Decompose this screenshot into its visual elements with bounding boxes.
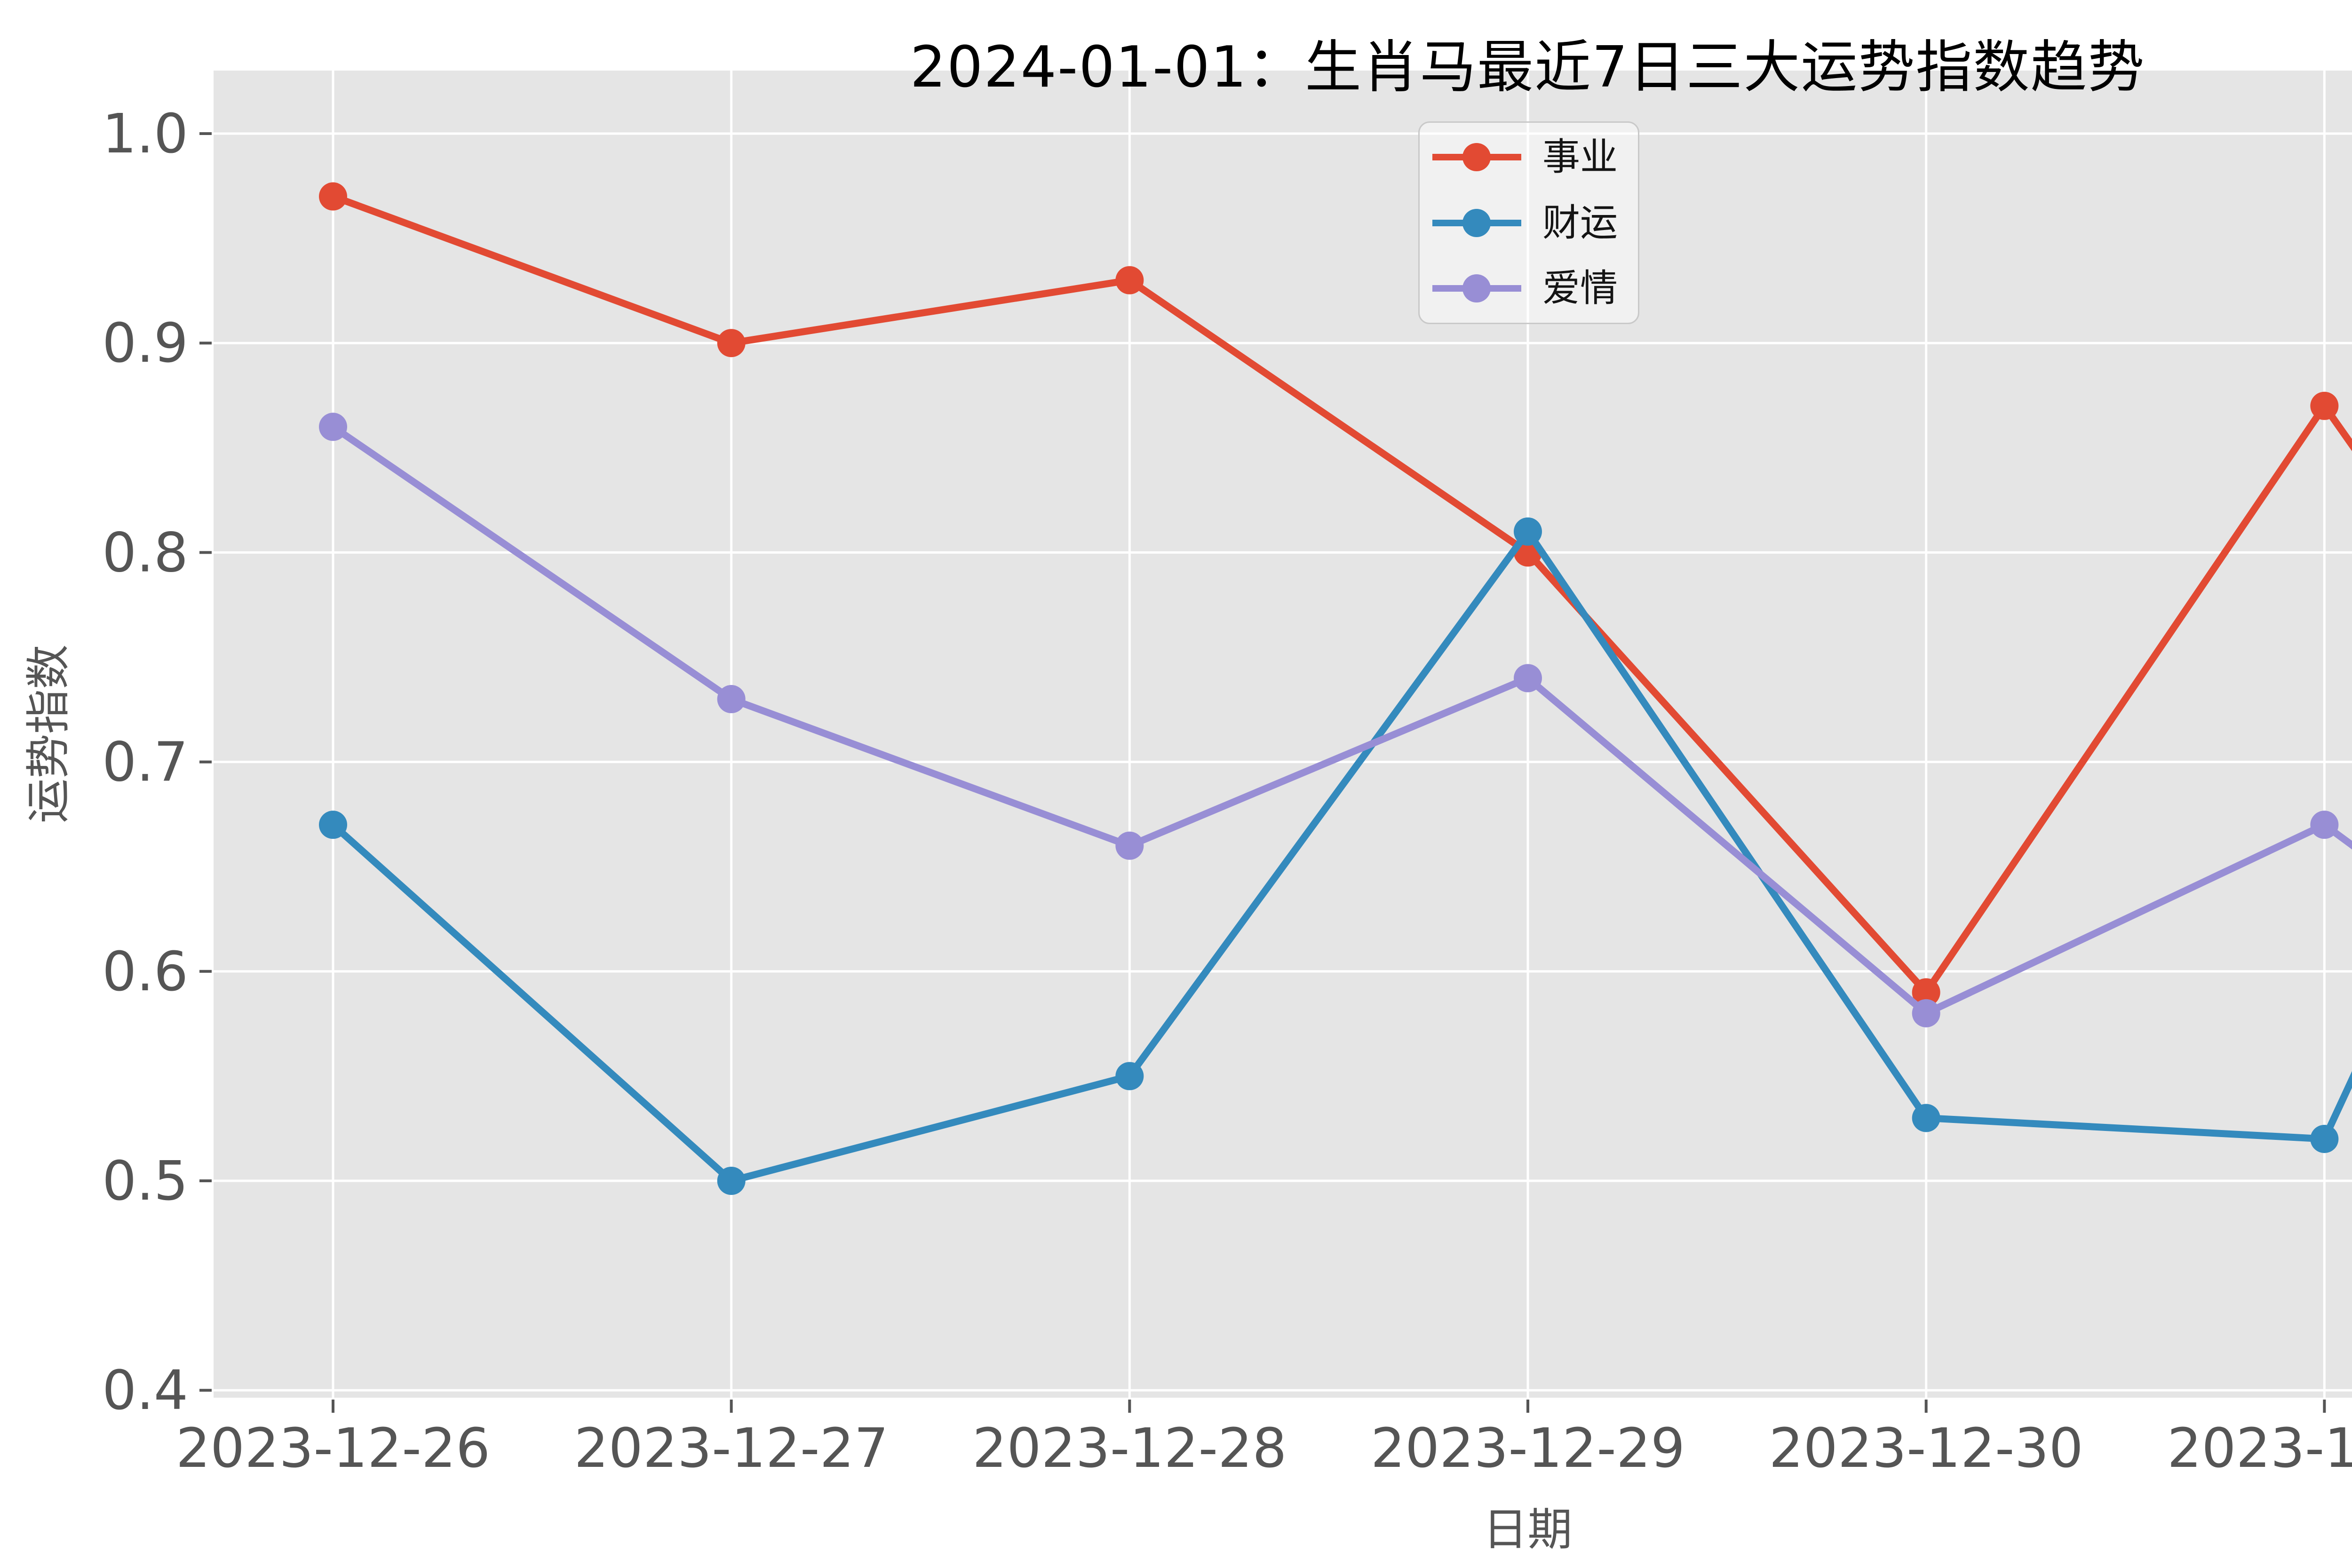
legend: 事业 财运 爱情 bbox=[1418, 121, 1639, 324]
data-point bbox=[2310, 811, 2339, 839]
x-tick-label: 2023-12-31 bbox=[2167, 1417, 2352, 1480]
x-tick-label: 2023-12-29 bbox=[1371, 1417, 1685, 1480]
data-point bbox=[1115, 266, 1144, 294]
legend-line-marker-icon bbox=[1432, 143, 1521, 171]
x-tick-label: 2023-12-30 bbox=[1769, 1417, 2083, 1480]
legend-label: 爱情 bbox=[1542, 266, 1618, 310]
y-tick-labels: 1.0 0.9 0.8 0.7 0.6 0.5 0.4 bbox=[102, 103, 188, 1422]
legend-item: 事业 bbox=[1431, 136, 1633, 178]
data-point bbox=[2310, 1124, 2339, 1153]
legend-item: 财运 bbox=[1431, 202, 1633, 244]
plot-background bbox=[214, 71, 2352, 1398]
data-point bbox=[1514, 664, 1542, 692]
y-tick-label: 0.5 bbox=[102, 1150, 188, 1213]
y-tick-label: 0.4 bbox=[102, 1359, 188, 1422]
data-point bbox=[1514, 517, 1542, 546]
legend-label: 财运 bbox=[1542, 200, 1618, 245]
data-point bbox=[1115, 831, 1144, 860]
y-axis-label: 运势指数 bbox=[23, 644, 75, 824]
y-tick-label: 0.8 bbox=[102, 521, 188, 584]
data-point bbox=[1912, 999, 1940, 1027]
x-axis-label: 日期 bbox=[1483, 1504, 1573, 1556]
data-point bbox=[319, 811, 347, 839]
y-tick-label: 0.7 bbox=[102, 731, 188, 794]
tick-marks bbox=[199, 132, 2326, 1413]
data-point bbox=[319, 182, 347, 211]
legend-label: 事业 bbox=[1542, 135, 1618, 179]
gridlines bbox=[214, 71, 2352, 1398]
y-tick-label: 1.0 bbox=[102, 103, 188, 166]
legend-line-marker-icon bbox=[1432, 208, 1521, 237]
legend-item: 爱情 bbox=[1431, 267, 1633, 310]
data-point bbox=[717, 1167, 746, 1195]
x-tick-label: 2023-12-28 bbox=[972, 1417, 1287, 1480]
data-point bbox=[319, 413, 347, 441]
data-point bbox=[2310, 391, 2339, 420]
y-tick-label: 0.9 bbox=[102, 312, 188, 375]
x-tick-labels: 2023-12-26 2023-12-27 2023-12-28 2023-12-29… bbox=[176, 1417, 2352, 1480]
data-point bbox=[717, 329, 746, 358]
data-point bbox=[1115, 1062, 1144, 1090]
y-tick-label: 0.6 bbox=[102, 940, 188, 1003]
legend-line-marker-icon bbox=[1432, 274, 1521, 302]
x-tick-label: 2023-12-26 bbox=[176, 1417, 490, 1480]
series-2 bbox=[319, 413, 2352, 1027]
chart-title: 2024-01-01：生肖马最近7日三大运势指数趋势 bbox=[910, 35, 2145, 100]
series-1 bbox=[319, 517, 2352, 1195]
data-point bbox=[1912, 978, 1940, 1007]
data-point bbox=[1912, 1104, 1940, 1132]
data-point bbox=[717, 685, 746, 714]
x-tick-label: 2023-12-27 bbox=[574, 1417, 889, 1480]
